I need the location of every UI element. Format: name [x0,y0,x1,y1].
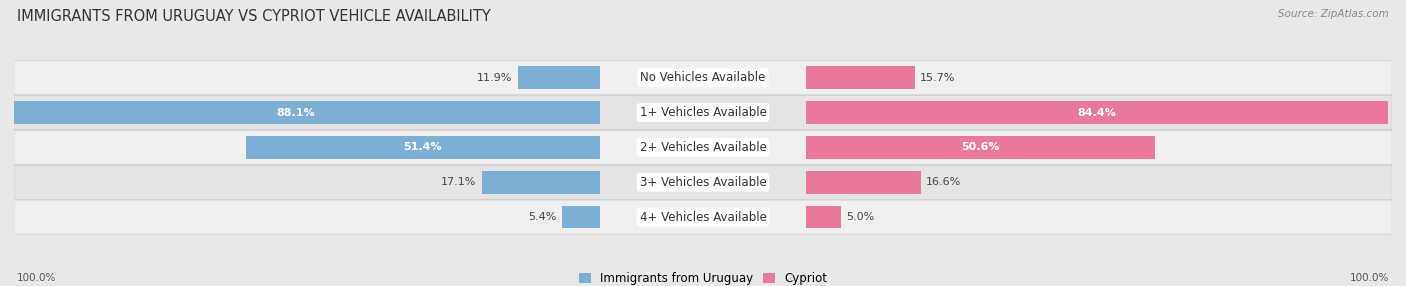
Text: 50.6%: 50.6% [962,142,1000,152]
Bar [517,66,599,89]
Text: 5.4%: 5.4% [529,212,557,222]
Text: 100.0%: 100.0% [17,273,56,283]
Text: 51.4%: 51.4% [404,142,441,152]
Legend: Immigrants from Uruguay, Cypriot: Immigrants from Uruguay, Cypriot [574,267,832,286]
Text: 100.0%: 100.0% [1350,273,1389,283]
Text: 4+ Vehicles Available: 4+ Vehicles Available [640,210,766,224]
Text: 5.0%: 5.0% [846,212,875,222]
Bar [807,206,841,229]
Text: IMMIGRANTS FROM URUGUAY VS CYPRIOT VEHICLE AVAILABILITY: IMMIGRANTS FROM URUGUAY VS CYPRIOT VEHIC… [17,9,491,23]
Text: 15.7%: 15.7% [920,73,956,83]
FancyBboxPatch shape [14,165,1392,199]
Bar [482,171,599,194]
Bar [807,101,1388,124]
Bar [0,101,599,124]
Bar [562,206,599,229]
Text: 17.1%: 17.1% [441,177,477,187]
Text: 2+ Vehicles Available: 2+ Vehicles Available [640,141,766,154]
Text: 1+ Vehicles Available: 1+ Vehicles Available [640,106,766,119]
FancyBboxPatch shape [14,96,1392,130]
Bar [807,136,1154,159]
FancyBboxPatch shape [14,130,1392,164]
Bar [807,171,921,194]
FancyBboxPatch shape [14,61,1392,95]
Text: 88.1%: 88.1% [277,108,315,118]
Text: No Vehicles Available: No Vehicles Available [640,71,766,84]
Text: 16.6%: 16.6% [927,177,962,187]
Bar [807,66,914,89]
FancyBboxPatch shape [14,200,1392,234]
Text: 84.4%: 84.4% [1077,108,1116,118]
Bar [246,136,599,159]
Text: 11.9%: 11.9% [477,73,512,83]
Text: Source: ZipAtlas.com: Source: ZipAtlas.com [1278,9,1389,19]
Text: 3+ Vehicles Available: 3+ Vehicles Available [640,176,766,189]
